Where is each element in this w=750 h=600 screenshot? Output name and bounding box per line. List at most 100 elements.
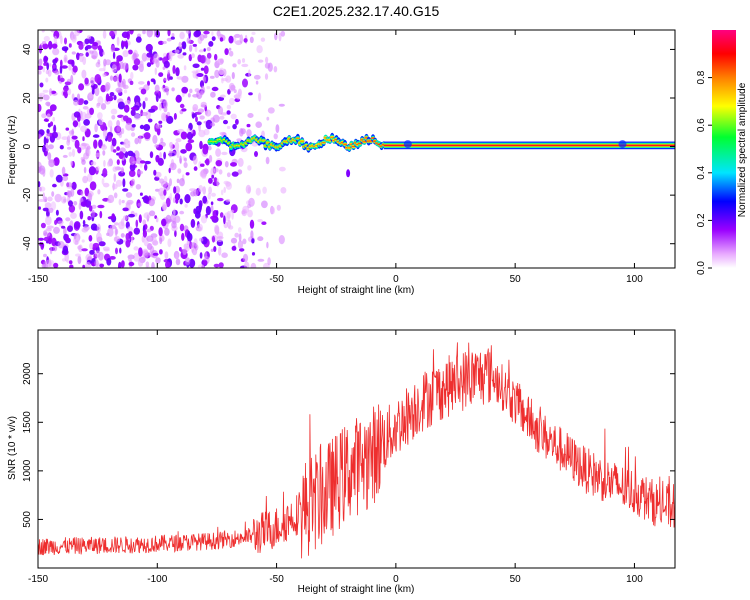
- spectrogram-cell: [116, 146, 120, 152]
- spectrogram-cell: [210, 201, 214, 206]
- spectrogram-cell: [131, 132, 136, 137]
- spectrogram-cell: [69, 133, 72, 137]
- spectrogram-cell: [273, 66, 278, 73]
- spectrogram-cell: [146, 30, 153, 38]
- spectrogram-cell: [199, 33, 205, 41]
- spectrogram-cell: [73, 201, 78, 206]
- spectrogram-cell: [86, 173, 93, 182]
- spectrogram-cell: [190, 218, 196, 228]
- spectrogram-cell: [250, 230, 254, 239]
- spectrogram-cell: [194, 88, 200, 93]
- spectrogram-cell: [125, 233, 130, 241]
- spectrogram-cell: [42, 145, 46, 153]
- spectrogram-cell: [213, 246, 217, 252]
- spectrogram-cell: [165, 197, 171, 208]
- spectrogram-cell: [136, 170, 144, 175]
- spectrogram-cell: [89, 193, 93, 202]
- spectrogram-cell: [113, 173, 117, 183]
- spectrogram-cell: [241, 58, 246, 63]
- spectrogram-cell: [223, 119, 228, 125]
- spectrogram-cell: [82, 219, 86, 226]
- spectrogram-cell: [129, 30, 134, 35]
- spectrogram-cell: [219, 131, 227, 136]
- spectrogram-cell: [42, 43, 49, 50]
- spectrogram-cell: [137, 202, 142, 207]
- spectrogram-cell: [99, 263, 105, 268]
- spectrogram-cell: [158, 72, 164, 77]
- spectrogram-cell: [278, 103, 285, 107]
- spectrogram-cell: [42, 169, 46, 177]
- spectrogram-cell: [38, 65, 44, 71]
- spectrogram-cell: [198, 129, 206, 138]
- spectrogram-cell: [220, 94, 226, 98]
- spectrogram-cell: [81, 227, 89, 233]
- spectrogram-cell: [68, 204, 76, 213]
- spectrogram-cell: [45, 228, 52, 232]
- spectrogram-cell: [118, 221, 125, 230]
- spectrogram-cell: [267, 107, 275, 114]
- spectrogram-cell: [66, 259, 69, 264]
- spectrogram-cell: [230, 162, 237, 167]
- colorbar: 0.0 0.2 0.4 0.6 0.8 Normalized spectral ampl…: [696, 30, 748, 275]
- spectrogram-cell: [174, 49, 180, 54]
- spectrogram-cell: [165, 261, 171, 268]
- spectrogram-cell: [214, 224, 220, 234]
- spectrogram-cell: [221, 78, 229, 82]
- spectrogram-cell: [208, 41, 214, 47]
- spectrogram-cell: [142, 250, 149, 259]
- spectrogram-cell: [158, 227, 163, 237]
- spectrogram-cell: [48, 159, 56, 168]
- spectrogram-cell: [203, 65, 209, 75]
- spectrogram-cell: [102, 246, 110, 251]
- spectrogram-cell: [120, 167, 125, 174]
- spectrogram-cell: [124, 99, 131, 106]
- spectrogram-cell: [181, 232, 185, 241]
- y-tick-label: 500: [22, 511, 33, 528]
- spectrogram-cell: [205, 109, 212, 117]
- spectrogram-y-axis-label: Frequency (Hz): [7, 116, 18, 185]
- spectrogram-cell: [202, 146, 209, 155]
- spectrogram-cell: [217, 197, 224, 202]
- spectrogram-cell: [61, 136, 69, 141]
- spectrogram-cell: [89, 181, 97, 191]
- spectrogram-cell: [189, 88, 193, 94]
- spectrogram-cell: [43, 230, 48, 236]
- spectrogram-cell: [160, 137, 164, 144]
- spectrogram-cell: [97, 45, 102, 51]
- spectrogram-cell: [218, 67, 225, 76]
- spectrogram-cell: [261, 140, 266, 142]
- spectrogram-cell: [209, 75, 215, 79]
- spectrogram-cell: [180, 149, 187, 154]
- spectrogram-cell: [111, 213, 115, 220]
- spectrogram-cell: [38, 58, 43, 66]
- spectrogram-cell: [173, 186, 177, 194]
- colorbar-tick-label: 0.4: [696, 165, 707, 179]
- spectrogram-cell: [247, 165, 252, 171]
- spectrogram-cell: [196, 90, 203, 100]
- spectrogram-cell: [235, 92, 242, 100]
- spectrogram-cell: [146, 52, 153, 58]
- spectrogram-cell: [131, 124, 136, 128]
- spectrogram-cell: [124, 144, 131, 149]
- spectrogram-cell: [257, 219, 263, 223]
- spectrogram-cell: [247, 209, 253, 218]
- spectrogram-cell: [167, 238, 172, 248]
- spectrogram-cell: [112, 76, 120, 82]
- spectrogram-cell: [44, 202, 52, 209]
- spectrogram-cell: [42, 192, 45, 200]
- spectrogram-cell: [71, 51, 76, 55]
- spectrogram-cell: [231, 211, 234, 220]
- spectrogram-cell: [187, 139, 195, 144]
- spectrogram-cell: [71, 128, 75, 137]
- spectrogram-cell: [65, 217, 71, 222]
- spectrogram-cell: [51, 43, 58, 49]
- spectrogram-cell: [248, 197, 255, 207]
- spectrogram-cell: [71, 135, 78, 140]
- spectrogram-cell: [72, 65, 78, 73]
- spectrogram-cell: [239, 128, 244, 137]
- spectrogram-cell: [155, 217, 159, 223]
- colorbar-gradient: [712, 30, 736, 268]
- spectrogram-cell: [116, 57, 120, 67]
- spectrogram-cell: [239, 34, 244, 44]
- snr-series-line: [38, 342, 675, 559]
